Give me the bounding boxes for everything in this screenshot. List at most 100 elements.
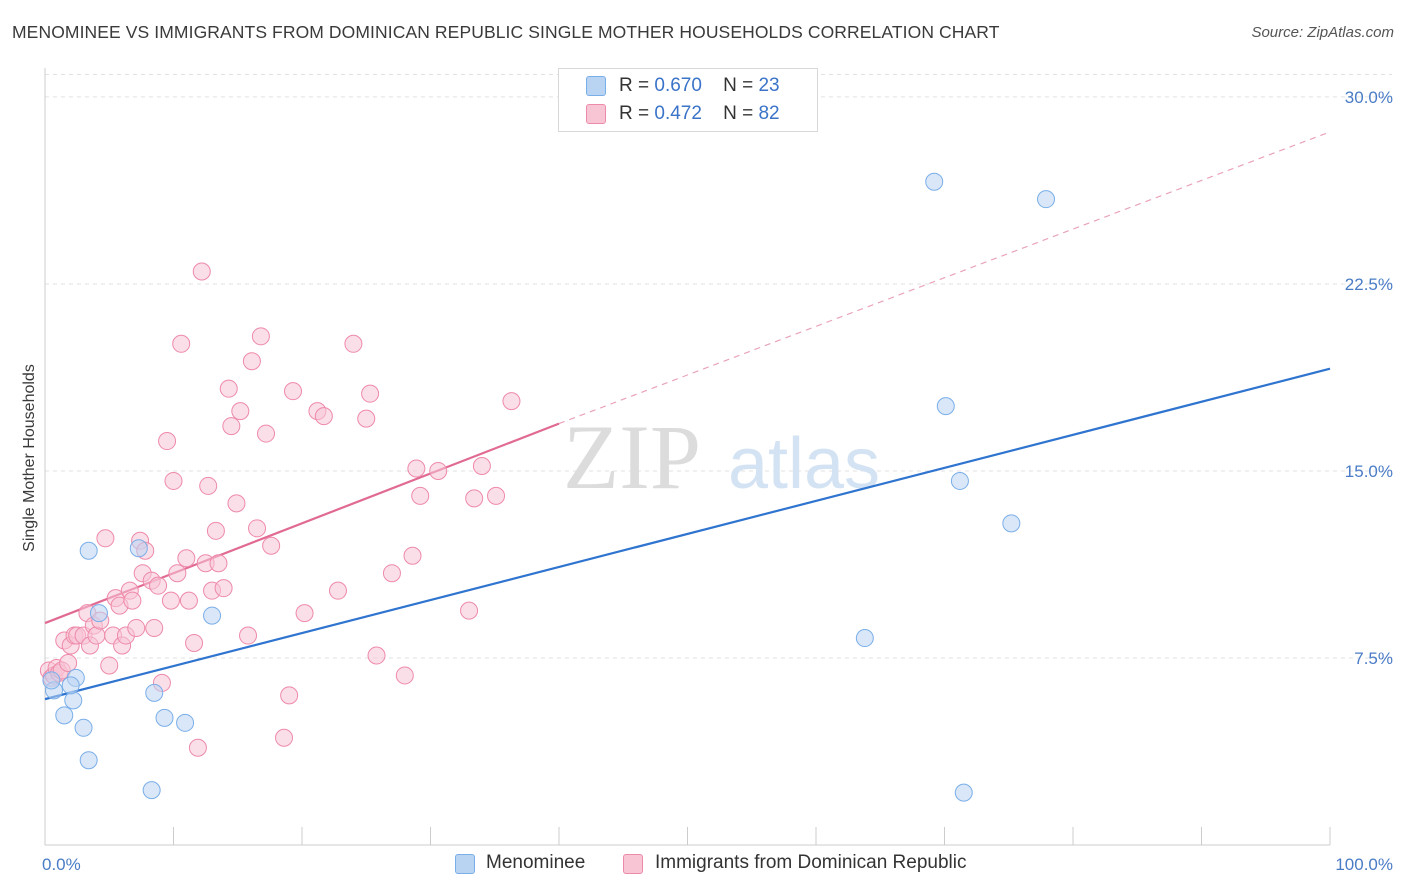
dominican-point [149,576,168,595]
bottom-legend-label-menominee: Menominee [486,852,586,873]
dominican-point [199,476,218,495]
dominican-point [177,549,196,568]
legend-r-label: R = [619,103,650,124]
dominican-point [407,459,426,478]
correlation-legend: R = 0.670 N = 23 R = 0.472 N = 82 [558,68,818,132]
dominican-trend-extension [558,131,1331,425]
dominican-point [222,417,241,436]
chart-title: MENOMINEE VS IMMIGRANTS FROM DOMINICAN R… [12,22,1000,42]
dominican-point [123,591,142,610]
dominican-point [242,352,261,371]
dominican-point [161,591,180,610]
dominican-point [487,486,506,505]
y-tick-label: 30.0% [1345,88,1393,107]
dominican-point [275,728,294,747]
legend-r-label: R = [619,75,650,96]
watermark: ZIP atlas [563,406,880,508]
dominican-point [344,334,363,353]
bottom-legend-swatch-dominican [623,854,643,874]
watermark-zip: ZIP [563,406,701,508]
y-tick-label: 22.5% [1345,275,1393,294]
dominican-point [403,546,422,565]
legend-n-value: 23 [758,75,780,96]
menominee-point [1037,190,1056,209]
menominee-point [954,783,973,802]
dominican-point [145,619,164,638]
dominican-point [168,564,187,583]
dominican-point [411,486,430,505]
legend-swatch-menominee [586,76,606,96]
legend-n-label: N = [723,103,754,124]
dominican-point [179,591,198,610]
data-points [39,172,1056,802]
watermark-atlas: atlas [728,424,880,504]
menominee-point [64,691,83,710]
axis-labels: 7.5% 15.0% 22.5% 30.0% 0.0% 100.0% Single Moth… [21,88,1393,874]
axes [44,68,1331,846]
dominican-point [262,536,281,555]
dominican-point [239,626,258,645]
dominican-point [357,409,376,428]
menominee-point [89,604,108,623]
dominican-point [280,686,299,705]
dominican-point [251,327,270,346]
dominican-point [295,604,314,623]
menominee-point [129,539,148,558]
x-tick-label: 100.0% [1335,855,1393,874]
dominican-point [158,432,177,451]
menominee-point [950,471,969,490]
dominican-point [284,382,303,401]
menominee-point [145,683,164,702]
menominee-point [1002,514,1021,533]
dominican-point [188,738,207,757]
dominican-point [87,626,106,645]
y-axis-label: Single Mother Households [21,364,38,552]
legend-swatch-dominican [586,104,606,124]
menominee-point [936,397,955,416]
dominican-point [185,634,204,653]
dominican-point [502,392,521,411]
menominee-point [203,606,222,625]
menominee-point [925,172,944,191]
menominee-point [79,751,98,770]
menominee-point [155,708,174,727]
legend-n-value: 82 [758,103,780,124]
menominee-point [176,713,195,732]
dominican-point [127,619,146,638]
menominee-point [142,781,161,800]
dominican-point [472,456,491,475]
dominican-point [465,489,484,508]
dominican-point [257,424,276,443]
dominican-point [314,407,333,426]
bottom-legend-swatch-menominee [455,854,475,874]
dominican-point [460,601,479,620]
dominican-point [328,581,347,600]
dominican-point [367,646,386,665]
y-tick-label: 7.5% [1354,649,1393,668]
dominican-point [429,461,448,480]
bottom-legend-label-dominican: Immigrants from Dominican Republic [655,852,967,873]
dominican-point [231,402,250,421]
source-label: Source: ZipAtlas.com [1251,24,1394,41]
legend-r-value: 0.472 [654,103,702,124]
menominee-point [61,676,80,695]
dominican-point [100,656,119,675]
menominee-point [74,718,93,737]
legend-r-value: 0.670 [654,75,702,96]
dominican-point [164,471,183,490]
dominican-point [219,379,238,398]
y-tick-label: 15.0% [1345,462,1393,481]
legend-n-label: N = [723,75,754,96]
menominee-point [79,541,98,560]
dominican-point [382,564,401,583]
dominican-point [192,262,211,281]
dominican-point [172,334,191,353]
dominican-point [361,384,380,403]
dominican-point [206,521,225,540]
menominee-trend-line [44,367,1331,701]
dominican-point [59,653,78,672]
dominican-point [214,579,233,598]
dominican-point [395,666,414,685]
dominican-point [248,519,267,538]
